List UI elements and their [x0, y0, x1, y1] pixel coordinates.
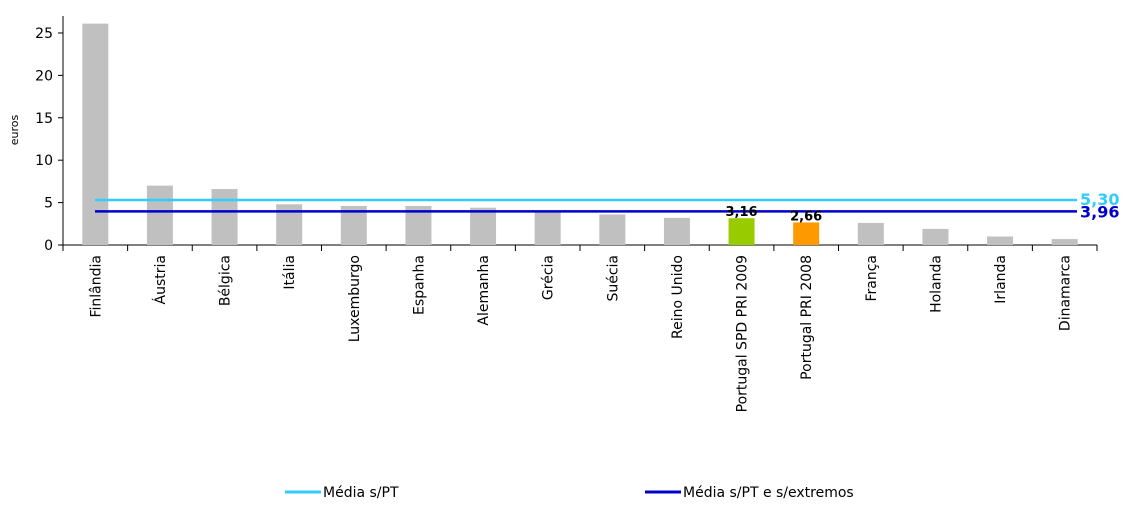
x-tick-label: Dinamarca — [1058, 255, 1074, 331]
y-tick-label: 0 — [44, 238, 53, 254]
bar — [922, 228, 949, 245]
x-tick-label: França — [864, 255, 880, 302]
bar — [470, 207, 497, 245]
bar — [987, 236, 1014, 245]
x-tick-label: Espanha — [411, 255, 427, 315]
x-tick-label: Itália — [282, 255, 298, 290]
bar — [146, 185, 173, 245]
x-tick-label: Grécia — [541, 255, 557, 300]
data-label: 3,16 — [726, 205, 758, 220]
legend-label: Média s/PT — [323, 485, 399, 501]
bar — [211, 189, 238, 245]
data-label: 2,66 — [790, 209, 822, 224]
y-tick-label: 5 — [44, 196, 53, 212]
x-tick-label: Alemanha — [476, 255, 492, 326]
x-tick-label: Portugal SPD PRI 2009 — [735, 255, 751, 412]
y-tick-label: 25 — [35, 26, 53, 42]
x-tick-label: Bélgica — [218, 255, 234, 306]
bar — [534, 211, 561, 245]
y-tick-label: 20 — [35, 68, 53, 84]
legend-label: Média s/PT e s/extremos — [683, 485, 854, 501]
x-tick-label: Luxemburgo — [347, 255, 363, 342]
bar — [857, 222, 884, 245]
x-tick-label: Reino Unido — [670, 255, 686, 339]
x-tick-label: Portugal PRI 2008 — [799, 255, 815, 380]
bar — [728, 218, 755, 245]
y-tick-label: 15 — [35, 111, 53, 127]
bar — [82, 23, 109, 246]
x-tick-label: Holanda — [928, 255, 944, 313]
y-axis-label: euros — [8, 114, 21, 145]
reference-line-label: 3,96 — [1080, 202, 1119, 221]
y-tick-label: 10 — [35, 153, 53, 169]
reference-line-label: 5,30 — [1080, 190, 1119, 209]
bar — [599, 214, 626, 245]
x-tick-label: Finlândia — [88, 255, 104, 318]
x-tick-label: Irlanda — [993, 255, 1009, 304]
x-tick-label: Áustria — [152, 255, 169, 304]
bar — [663, 217, 690, 245]
x-tick-label: Suécia — [605, 255, 621, 302]
bar — [1051, 239, 1078, 245]
bar — [793, 222, 820, 245]
